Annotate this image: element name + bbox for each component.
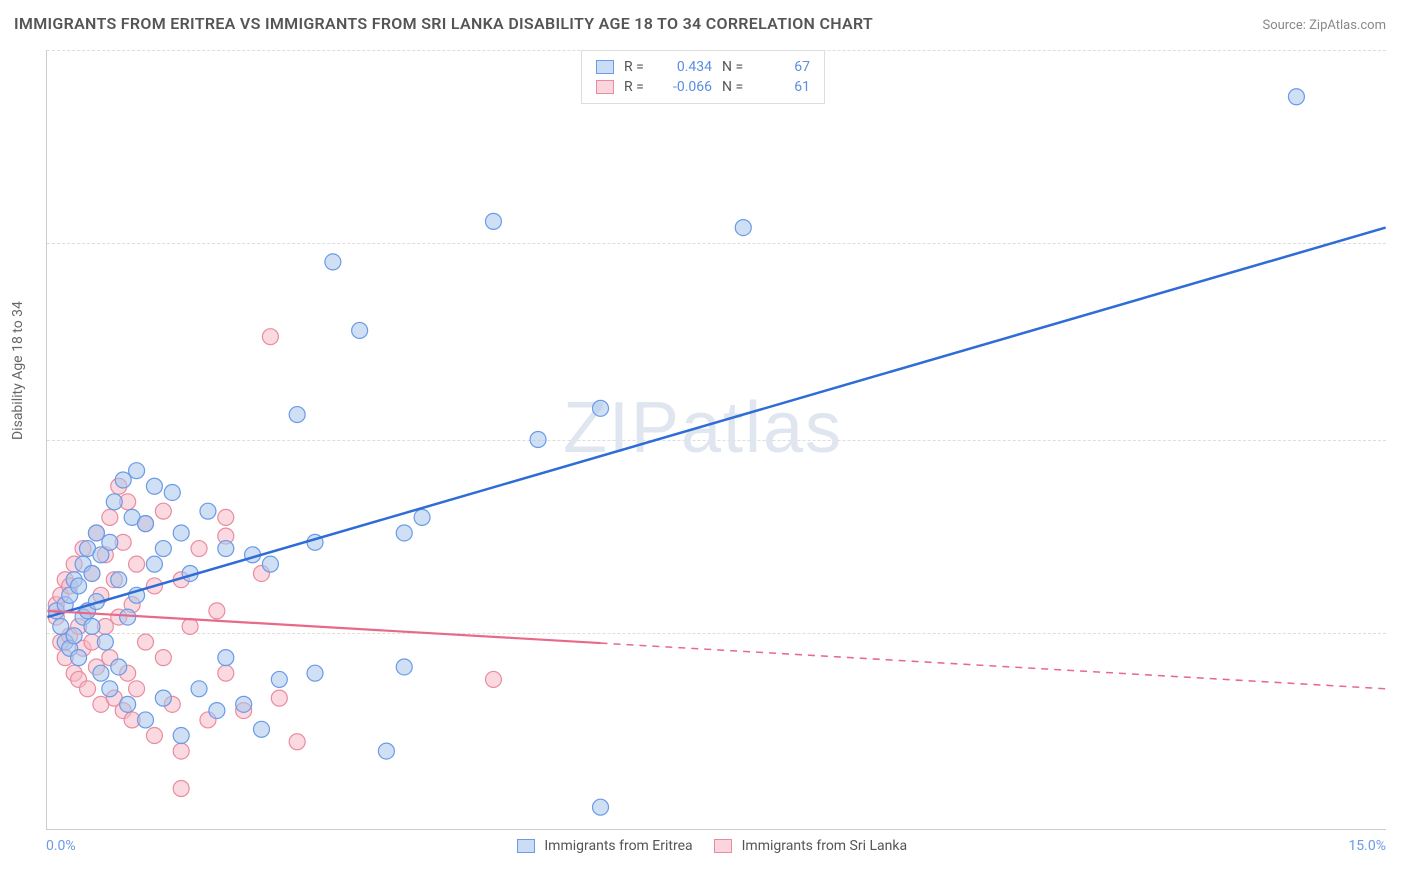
legend-swatch-series2 — [596, 80, 614, 94]
legend-label-srilanka: Immigrants from Sri Lanka — [742, 838, 907, 854]
y-axis-tick-label: 18.8% — [1391, 235, 1406, 251]
y-axis-tick-label: 6.3% — [1391, 625, 1406, 641]
correlation-legend: R = 0.434 N = 67 R = -0.066 N = 61 — [581, 50, 825, 104]
chart-title: IMMIGRANTS FROM ERITREA VS IMMIGRANTS FR… — [14, 14, 873, 33]
y-axis-tick-label: 25.0% — [1391, 42, 1406, 58]
legend-swatch-series1 — [596, 60, 614, 74]
y-axis-label: Disability Age 18 to 34 — [10, 301, 26, 440]
legend-swatch-eritrea — [517, 839, 535, 853]
series-legend: Immigrants from Eritrea Immigrants from … — [0, 838, 1406, 854]
legend-row-series1: R = 0.434 N = 67 — [596, 57, 810, 77]
source-attribution: Source: ZipAtlas.com — [1262, 18, 1386, 33]
legend-swatch-srilanka — [714, 839, 732, 853]
legend-row-series2: R = -0.066 N = 61 — [596, 77, 810, 97]
plot-area: 6.3%12.5%18.8%25.0% — [46, 50, 1386, 830]
legend-label-eritrea: Immigrants from Eritrea — [544, 838, 692, 854]
y-axis-tick-label: 12.5% — [1391, 432, 1406, 448]
correlation-chart: IMMIGRANTS FROM ERITREA VS IMMIGRANTS FR… — [0, 0, 1406, 892]
scatter-plot-svg — [47, 50, 1386, 829]
